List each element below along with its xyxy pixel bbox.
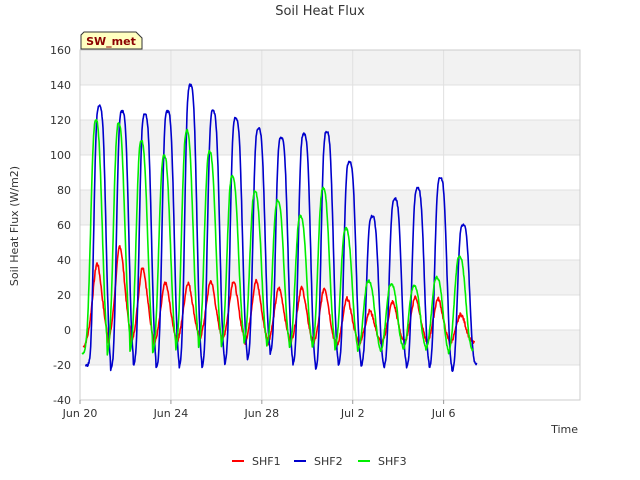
series-line-shf1: [82, 245, 476, 350]
legend-label-shf1: SHF1: [252, 455, 281, 468]
x-tick-label: Jul 2: [340, 407, 365, 420]
legend: SHF1 SHF2 SHF3: [232, 455, 407, 468]
y-tick-label: 60: [57, 219, 71, 232]
chart-title: Soil Heat Flux: [275, 4, 365, 19]
x-tick-label: Jul 6: [431, 407, 456, 420]
y-axis-label: Soil Heat Flux (W/m2): [8, 166, 21, 286]
plot-band: [80, 50, 580, 85]
site-badge: SW_met: [80, 31, 143, 50]
site-badge-label: SW_met: [86, 35, 136, 48]
y-tick-label: 40: [57, 254, 71, 267]
plot-frame: [79, 49, 581, 401]
y-tick-label: -40: [53, 394, 71, 407]
y-tick-label: 80: [57, 184, 71, 197]
legend-label-shf3: SHF3: [378, 455, 407, 468]
x-tick-label: Jun 20: [62, 407, 98, 420]
y-tick-label: 160: [50, 44, 71, 57]
series-layer: [81, 83, 478, 372]
y-tick-label: -20: [53, 359, 71, 372]
site-badge-box: [80, 31, 143, 50]
y-tick-label: 20: [57, 289, 71, 302]
plot-band: [80, 330, 580, 365]
x-tick-label: Jun 24: [153, 407, 189, 420]
plot-band: [80, 295, 580, 330]
y-tick-label: 0: [64, 324, 71, 337]
plot-band: [80, 190, 580, 225]
plot-band: [80, 365, 580, 400]
y-tick-label: 100: [50, 149, 71, 162]
y-tick-labels: -40 -20 0 20 40 60 80 100 120 140 160: [50, 44, 71, 407]
y-tick-label: 140: [50, 79, 71, 92]
legend-label-shf2: SHF2: [314, 455, 343, 468]
x-axis-label: Time: [550, 423, 578, 436]
y-tick-label: 120: [50, 114, 71, 127]
series-line-shf3: [81, 118, 474, 356]
x-tick-labels: Jun 20 Jun 24 Jun 28 Jul 2 Jul 6: [62, 400, 456, 420]
x-tick-label: Jun 28: [243, 407, 279, 420]
plot-band: [80, 85, 580, 120]
plot-band: [80, 225, 580, 260]
